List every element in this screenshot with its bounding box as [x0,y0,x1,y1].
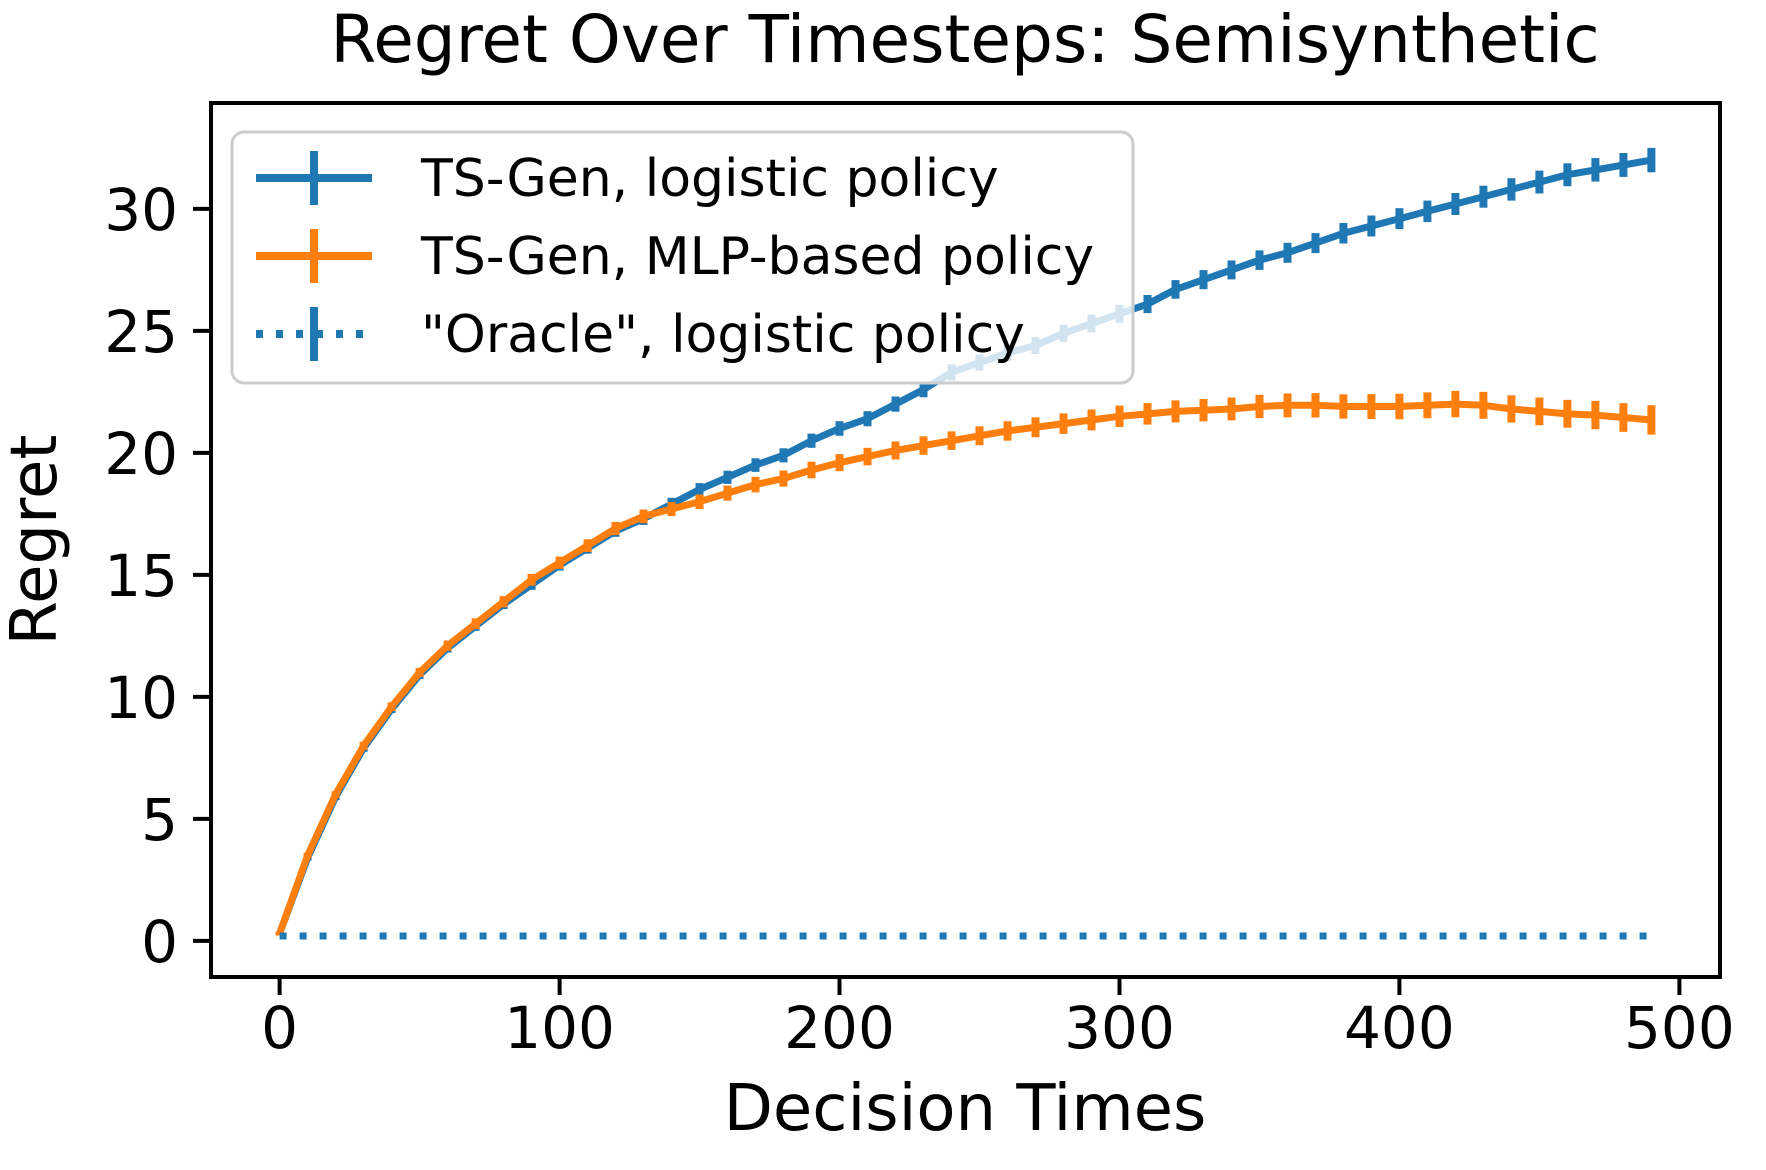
x-tick-label-400: 400 [1344,994,1455,1062]
chart-title: Regret Over Timesteps: Semisynthetic [330,1,1599,78]
legend-frame [230,130,1135,385]
axes-spines [209,101,1722,979]
series-1 [275,390,1656,936]
series-line-1 [276,400,1652,935]
x-tick-label-500: 500 [1624,994,1735,1062]
legend-label-ts-gen-mlp: TS-Gen, MLP-based policy [420,227,1094,287]
y-tick-label-5: 5 [141,786,178,854]
legend-entry-ts-gen-logistic: TS-Gen, logistic policy [256,149,999,209]
legend-label-ts-gen-logistic: TS-Gen, logistic policy [420,149,999,209]
legend: TS-Gen, logistic policy TS-Gen, MLP-base… [230,130,1135,385]
x-axis-label: Decision Times [724,1072,1207,1146]
y-tick-label-15: 15 [104,542,178,610]
y-axis-label: Regret [0,435,72,646]
x-tick-label-300: 300 [1064,994,1175,1062]
legend-entry-ts-gen-mlp: TS-Gen, MLP-based policy [256,227,1094,287]
y-tick-label-20: 20 [104,420,178,488]
x-tick-label-200: 200 [784,994,895,1062]
y-tick-label-10: 10 [104,664,178,732]
x-tick-label-100: 100 [504,994,615,1062]
y-tick-label-30: 30 [104,176,178,244]
y-tick-label-25: 25 [104,298,178,366]
y-tick-label-0: 0 [141,908,178,976]
x-tick-label-0: 0 [261,994,298,1062]
legend-entry-oracle: "Oracle", logistic policy [256,305,1025,365]
tick-layer: 0 100 200 300 400 500 0 5 10 15 20 25 30 [104,176,1735,1062]
legend-label-oracle: "Oracle", logistic policy [421,305,1025,365]
